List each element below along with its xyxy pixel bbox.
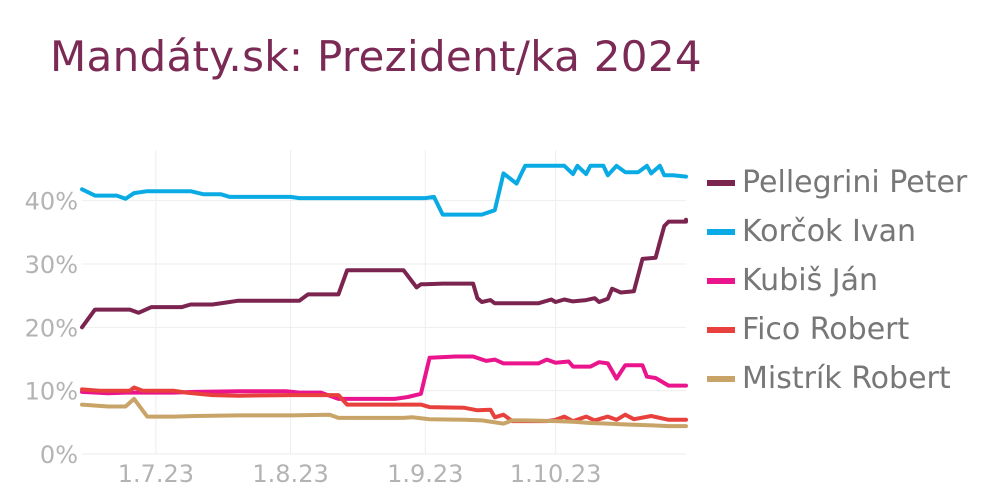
- legend-label: Korčok Ivan: [742, 214, 916, 249]
- series-line-1: [80, 217, 688, 330]
- x-tick-label: 1.7.23: [118, 460, 194, 488]
- y-tick-label: 30%: [25, 251, 78, 279]
- chart-title: Mandáty.sk: Prezident/ka 2024: [50, 32, 702, 81]
- series-line-4: [80, 385, 688, 424]
- legend-item[interactable]: Pellegrini Peter: [707, 158, 967, 207]
- series-line-2: [80, 163, 688, 217]
- grid-lines: [82, 150, 686, 455]
- legend-swatch: [707, 375, 735, 382]
- legend-item[interactable]: Korčok Ivan: [707, 207, 967, 256]
- series-lines: [80, 163, 688, 429]
- legend-item[interactable]: Mistrík Robert: [707, 354, 967, 403]
- legend-swatch: [707, 179, 735, 186]
- x-tick-label: 1.10.23: [510, 460, 602, 488]
- legend-label: Kubiš Ján: [742, 263, 878, 298]
- x-tick-label: 1.9.23: [387, 460, 463, 488]
- legend-label: Fico Robert: [742, 312, 910, 347]
- legend-item[interactable]: Kubiš Ján: [707, 256, 967, 305]
- x-tick-label: 1.8.23: [252, 460, 328, 488]
- legend-label: Mistrík Robert: [742, 361, 951, 396]
- legend: Pellegrini Peter Korčok Ivan Kubiš Ján Fico…: [707, 158, 967, 403]
- x-axis: 1.7.23 1.8.23 1.9.23 1.10.23: [118, 460, 602, 488]
- y-tick-label: 40%: [25, 188, 78, 216]
- y-tick-label: 20%: [25, 314, 78, 342]
- y-tick-label: 10%: [25, 378, 78, 406]
- legend-swatch: [707, 277, 735, 284]
- legend-item[interactable]: Fico Robert: [707, 305, 967, 354]
- legend-label: Pellegrini Peter: [742, 165, 968, 200]
- legend-swatch: [707, 326, 735, 333]
- series-line-5: [80, 396, 688, 429]
- series-line-3: [80, 354, 688, 401]
- legend-swatch: [707, 228, 735, 235]
- y-tick-label: 0%: [40, 441, 78, 469]
- y-axis: 0% 10% 20% 30% 40%: [25, 188, 78, 469]
